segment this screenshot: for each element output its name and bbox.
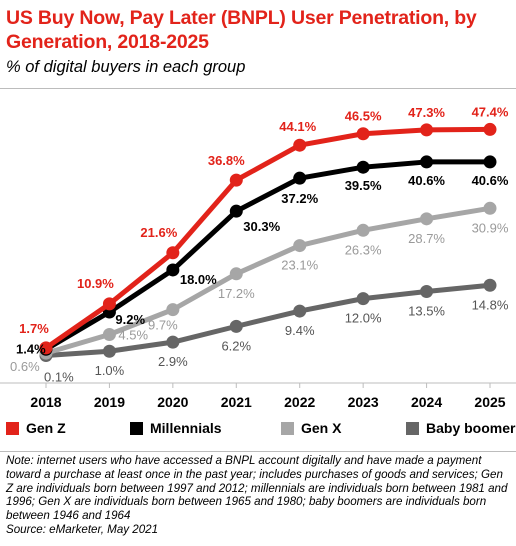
header-divider — [0, 88, 516, 89]
data-label: 36.8% — [208, 153, 245, 168]
data-point — [420, 155, 434, 169]
x-tick-label: 2023 — [348, 394, 379, 410]
data-label: 21.6% — [140, 225, 177, 240]
data-point — [420, 284, 434, 298]
x-axis: 2018 2019 2020 2021 2022 2023 2024 2025 — [0, 382, 516, 410]
data-point — [356, 223, 370, 237]
data-point — [293, 239, 307, 253]
data-point — [483, 201, 497, 215]
chart-subtitle: % of digital buyers in each group — [6, 58, 246, 76]
data-label: 40.6% — [472, 173, 509, 188]
x-tick-label: 2020 — [157, 394, 188, 410]
data-point — [102, 297, 116, 311]
footnote: Note: internet users who have accessed a… — [6, 454, 512, 537]
data-label: 17.2% — [218, 286, 255, 301]
data-label: 10.9% — [77, 276, 114, 291]
data-point — [420, 212, 434, 226]
note-text: Note: internet users who have accessed a… — [6, 454, 508, 523]
series-line-millennials — [43, 159, 493, 352]
series-line-gen-z — [43, 126, 493, 351]
legend-swatch — [406, 421, 419, 435]
data-point — [166, 303, 180, 317]
data-label: 0.6% — [10, 359, 40, 374]
data-label: 46.5% — [345, 109, 382, 124]
data-point — [483, 155, 497, 169]
data-point — [229, 267, 243, 281]
data-label: 30.3% — [243, 219, 280, 234]
data-label: 1.0% — [95, 363, 125, 378]
legend-label: Gen X — [301, 420, 342, 436]
data-point — [102, 327, 116, 341]
data-label: 30.9% — [472, 220, 509, 235]
data-point — [102, 344, 116, 358]
data-point — [293, 138, 307, 152]
data-point — [293, 304, 307, 318]
x-tick-label: 2018 — [30, 394, 61, 410]
data-point — [356, 160, 370, 174]
data-point — [166, 246, 180, 260]
data-label: 47.3% — [408, 105, 445, 120]
data-label: 47.4% — [472, 104, 509, 119]
legend-label: Gen Z — [26, 420, 66, 436]
data-label: 14.8% — [472, 297, 509, 312]
legend-swatch — [130, 421, 143, 435]
data-point — [483, 278, 497, 292]
x-tick-label: 2025 — [474, 394, 505, 410]
data-label: 13.5% — [408, 303, 445, 318]
data-label: 40.6% — [408, 173, 445, 188]
data-label: 1.7% — [19, 321, 49, 336]
x-tick-label: 2019 — [94, 394, 125, 410]
data-labels: 1.7% 10.9% 21.6% 36.8% 44.1% 46.5% 47.3% 47.4% 1… — [10, 104, 509, 384]
series-line-gen-x — [43, 205, 493, 356]
data-point — [39, 341, 53, 355]
data-point — [166, 263, 180, 277]
legend-item-gen-x: Gen X — [281, 420, 341, 436]
data-label: 2.9% — [158, 354, 188, 369]
data-label: 12.0% — [345, 311, 382, 326]
data-label: 18.0% — [180, 272, 217, 287]
data-point — [483, 122, 497, 136]
legend-label: Baby boomers — [426, 420, 516, 436]
data-label: 9.2% — [115, 312, 145, 327]
data-label: 23.1% — [281, 258, 318, 273]
data-point — [356, 292, 370, 306]
data-point — [293, 171, 307, 185]
footer-divider — [0, 451, 516, 452]
source-text: Source: eMarketer, May 2021 — [6, 522, 159, 536]
x-tick-label: 2022 — [284, 394, 315, 410]
data-point — [229, 204, 243, 218]
data-label: 37.2% — [281, 191, 318, 206]
data-label: 4.5% — [118, 327, 148, 342]
legend-item-millennials: Millennials — [130, 420, 222, 436]
data-point — [166, 335, 180, 349]
data-label: 44.1% — [279, 119, 316, 134]
chart-title: US Buy Now, Pay Later (BNPL) User Penetr… — [6, 7, 477, 53]
x-tick-label: 2024 — [411, 394, 442, 410]
data-label: 6.2% — [221, 338, 251, 353]
legend-item-gen-z: Gen Z — [6, 420, 66, 436]
data-point — [420, 123, 434, 137]
legend-swatch — [281, 421, 294, 435]
series-line-baby-boomers — [43, 282, 493, 359]
data-point — [229, 173, 243, 187]
legend-item-baby-boomers: Baby boomers — [406, 420, 516, 436]
data-label: 28.7% — [408, 231, 445, 246]
data-label: 9.7% — [148, 318, 178, 333]
data-label: 26.3% — [345, 242, 382, 257]
legend: Gen Z Millennials Gen X Baby boomers — [6, 420, 516, 442]
legend-swatch — [6, 421, 19, 435]
data-label: 39.5% — [345, 178, 382, 193]
line-chart: 2018 2019 2020 2021 2022 2023 2024 2025 1.7% 10.… — [0, 104, 516, 410]
legend-label: Millennials — [150, 420, 222, 436]
data-label: 0.1% — [44, 370, 74, 385]
data-label: 9.4% — [285, 323, 315, 338]
series-lines — [39, 122, 497, 363]
data-label: 1.4% — [16, 341, 46, 356]
data-point — [356, 127, 370, 141]
x-tick-label: 2021 — [221, 394, 252, 410]
data-point — [229, 319, 243, 333]
